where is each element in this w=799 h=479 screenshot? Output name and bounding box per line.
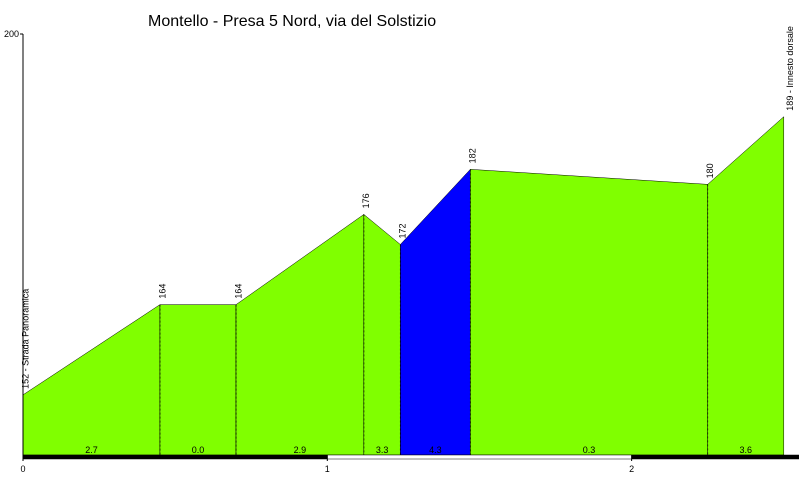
x-tick-label: 2 bbox=[629, 464, 634, 474]
gradient-label: 0.0 bbox=[192, 445, 205, 455]
gradient-label: 3.6 bbox=[739, 445, 752, 455]
gradient-label: 3.3 bbox=[376, 445, 389, 455]
y-tick-label: 200 bbox=[4, 29, 19, 39]
point-label: 176 bbox=[361, 193, 371, 208]
gradient-label: 4.3 bbox=[429, 445, 442, 455]
x-tick-label: 1 bbox=[325, 464, 330, 474]
point-label: 180 bbox=[705, 163, 715, 178]
point-label: 189 - Innesto dorsale bbox=[785, 26, 795, 111]
profile-segment bbox=[470, 169, 708, 456]
point-label: 164 bbox=[233, 284, 243, 299]
point-label: 164 bbox=[157, 284, 167, 299]
x-tick-label: 0 bbox=[20, 464, 25, 474]
gradient-label: 0.3 bbox=[583, 445, 596, 455]
profile-segment bbox=[159, 304, 237, 456]
gradient-label: 2.9 bbox=[294, 445, 307, 455]
scale-block bbox=[23, 455, 328, 459]
chart-title: Montello - Presa 5 Nord, via del Solstiz… bbox=[148, 13, 436, 30]
gradient-label: 2.7 bbox=[85, 445, 98, 455]
point-label: 172 bbox=[398, 223, 408, 238]
profile-segment bbox=[363, 213, 401, 456]
point-label: 152 - Strada Panoramica bbox=[20, 289, 30, 389]
scale-block bbox=[631, 455, 799, 459]
point-label: 182 bbox=[468, 148, 478, 163]
